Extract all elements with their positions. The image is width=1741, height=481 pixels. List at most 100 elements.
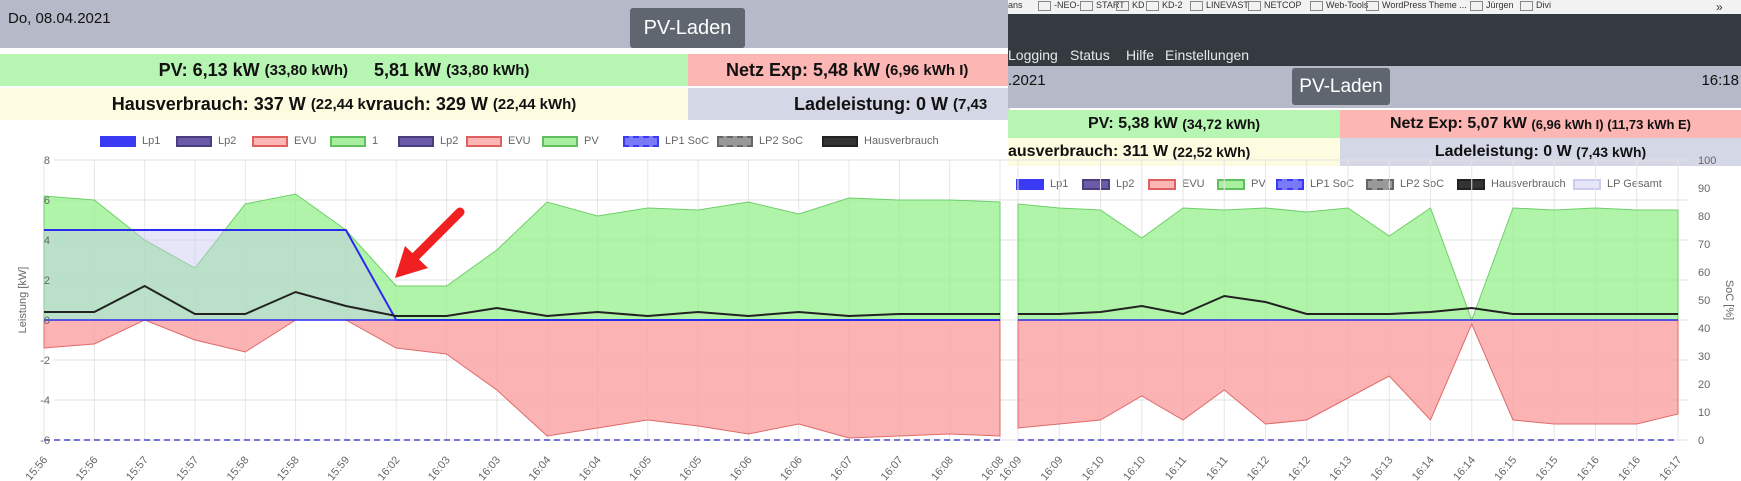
x-tick-label: 16:08: [929, 454, 956, 481]
chart-axes: 86420-2-4-61009080706050403020100Leistun…: [17, 155, 1735, 481]
legend-item[interactable]: Lp1: [1016, 178, 1068, 190]
y-tick-label: 6: [44, 195, 50, 207]
legend-item[interactable]: PV: [1217, 178, 1266, 190]
left-house-row: Hausverbrauch: 337 W (22,44 k vrauch: 329…: [0, 88, 688, 120]
x-tick-label: 16:07: [828, 454, 855, 481]
nav-hilfe[interactable]: Hilfe: [1126, 47, 1155, 63]
bookmark-item[interactable]: LINEVAST: [1190, 0, 1249, 11]
x-tick-label: 15:58: [275, 454, 302, 481]
x-tick-label: 16:16: [1616, 454, 1643, 481]
hausverbrauch-line: [44, 284, 1000, 318]
y2-tick-label: 0: [1698, 435, 1704, 447]
legend-item[interactable]: EVU: [466, 135, 531, 147]
legend-item[interactable]: LP2 SoC: [717, 135, 803, 147]
left-grid-export-energy: (6,96 kWh I): [885, 61, 969, 79]
bookmark-item[interactable]: KD: [1116, 0, 1145, 11]
x-tick-label: 16:13: [1369, 454, 1396, 481]
nav-einstellungen[interactable]: Einstellungen: [1165, 47, 1250, 63]
x-tick-label: 16:11: [1204, 454, 1230, 481]
bookmark-item[interactable]: ans: [1008, 0, 1023, 10]
legend-label: Lp1: [1050, 178, 1069, 190]
right-grid-row: Netz Exp: 5,07 kW (6,96 kWh I) (11,73 kW…: [1340, 110, 1741, 138]
legend-item[interactable]: Lp2: [176, 135, 236, 147]
left-pv-row: PV: 6,13 kW (33,80 kWh) 5,81 kW (33,80 k…: [0, 54, 688, 86]
right-legend: Lp1 Lp2 EVU PV LP1 SoC LP2 SoC Hausverbrauch LP…: [1008, 178, 1741, 194]
x-tick-label: 16:11: [1163, 454, 1189, 481]
right-house: ausverbrauch: 311 W: [1008, 143, 1169, 160]
legend-swatch: [176, 135, 212, 147]
legend-swatch: [398, 135, 434, 147]
left-house-energy: (22,44 k: [310, 95, 366, 113]
x-tick-label: 16:17: [1657, 454, 1684, 481]
left-house2: vrauch: 329 W: [365, 93, 488, 114]
legend-item[interactable]: LP2 SoC: [1366, 178, 1444, 190]
legend-item[interactable]: PV: [542, 135, 599, 147]
y2-tick-label: 60: [1698, 267, 1710, 279]
right-bookmarks-bar: ans -NEO- START KD KD-2 LINEVAST NETCOP Web-Too…: [1008, 0, 1741, 14]
legend-item[interactable]: Lp2: [398, 135, 458, 147]
legend-item[interactable]: Lp1: [100, 135, 160, 147]
legend-item[interactable]: EVU: [1148, 178, 1205, 190]
x-tick-label: 15:58: [225, 454, 252, 481]
bookmark-item[interactable]: KD-2: [1146, 0, 1183, 11]
lp1-area: [44, 230, 1000, 320]
y2-axis-title: SoC [%]: [1723, 280, 1735, 320]
x-tick-label: 15:57: [124, 454, 151, 481]
bookmark-item[interactable]: -NEO-: [1038, 0, 1080, 11]
legend-item[interactable]: LP1 SoC: [1276, 178, 1354, 190]
right-pv-row: PV: 5,38 kW (34,72 kWh): [1008, 110, 1340, 138]
bookmark-item[interactable]: START: [1080, 0, 1125, 11]
folder-icon: [1038, 0, 1051, 11]
legend-label: Hausverbrauch: [1491, 178, 1566, 190]
legend-item[interactable]: 1: [330, 135, 378, 147]
legend-swatch: [1082, 178, 1110, 190]
chart-series: [43, 193, 1679, 441]
legend-label: Lp2: [440, 135, 459, 147]
legend-swatch: [100, 135, 136, 147]
legend-label: EVU: [1182, 178, 1205, 190]
legend-label: LP2 SoC: [759, 135, 804, 147]
left-mode-button[interactable]: PV-Laden: [630, 8, 745, 48]
folder-icon: [1116, 0, 1129, 11]
folder-icon: [1310, 0, 1323, 11]
annotation-arrow: [395, 207, 465, 278]
bookmark-item[interactable]: NETCOP: [1248, 0, 1302, 11]
pv-area: [1017, 203, 1679, 322]
legend-item[interactable]: LP1 SoC: [623, 135, 709, 147]
left-house: Hausverbrauch: 337 W: [111, 93, 306, 114]
legend-label: EVU: [294, 135, 317, 147]
right-mode-button[interactable]: PV-Laden: [1292, 68, 1390, 105]
bookmark-item[interactable]: WordPress Theme ...: [1366, 0, 1467, 11]
y-tick-label: -4: [40, 395, 50, 407]
bookmarks-overflow-icon[interactable]: »: [1716, 0, 1723, 14]
legend-item[interactable]: LP Gesamt: [1573, 178, 1662, 190]
legend-item[interactable]: Hausverbrauch: [1457, 178, 1566, 190]
legend-swatch: [542, 135, 578, 147]
right-date: .2021: [1008, 72, 1046, 89]
lp1-line: [44, 229, 1000, 321]
y-tick-label: 8: [44, 155, 50, 167]
x-tick-label: 16:08: [979, 454, 1006, 481]
legend-swatch: [1573, 178, 1601, 190]
left-date: Do, 08.04.2021: [8, 10, 111, 27]
evu-area: [1017, 319, 1679, 429]
legend-item[interactable]: Lp2: [1082, 178, 1134, 190]
x-tick-label: 16:10: [1080, 454, 1107, 481]
nav-status[interactable]: Status: [1070, 47, 1110, 63]
folder-icon: [1366, 0, 1379, 11]
bookmark-item[interactable]: Web-Tools: [1310, 0, 1368, 11]
y-axis-title: Leistung [kW]: [17, 267, 29, 334]
bookmark-item[interactable]: Divi: [1520, 0, 1551, 11]
legend-item[interactable]: EVU: [252, 135, 317, 147]
legend-label: Hausverbrauch: [864, 135, 939, 147]
bookmark-item[interactable]: Jürgen: [1470, 0, 1514, 11]
x-tick-label: 16:13: [1327, 454, 1354, 481]
x-tick-label: 16:09: [1039, 454, 1066, 481]
legend-swatch: [623, 135, 659, 147]
legend-swatch: [1217, 178, 1245, 190]
y-tick-label: -6: [40, 435, 50, 447]
right-mode-label: PV-Laden: [1299, 75, 1383, 97]
legend-item[interactable]: Hausverbrauch: [822, 135, 939, 147]
nav-logging[interactable]: Logging: [1008, 47, 1058, 63]
left-house2-energy: (22,44 kWh): [492, 95, 577, 113]
